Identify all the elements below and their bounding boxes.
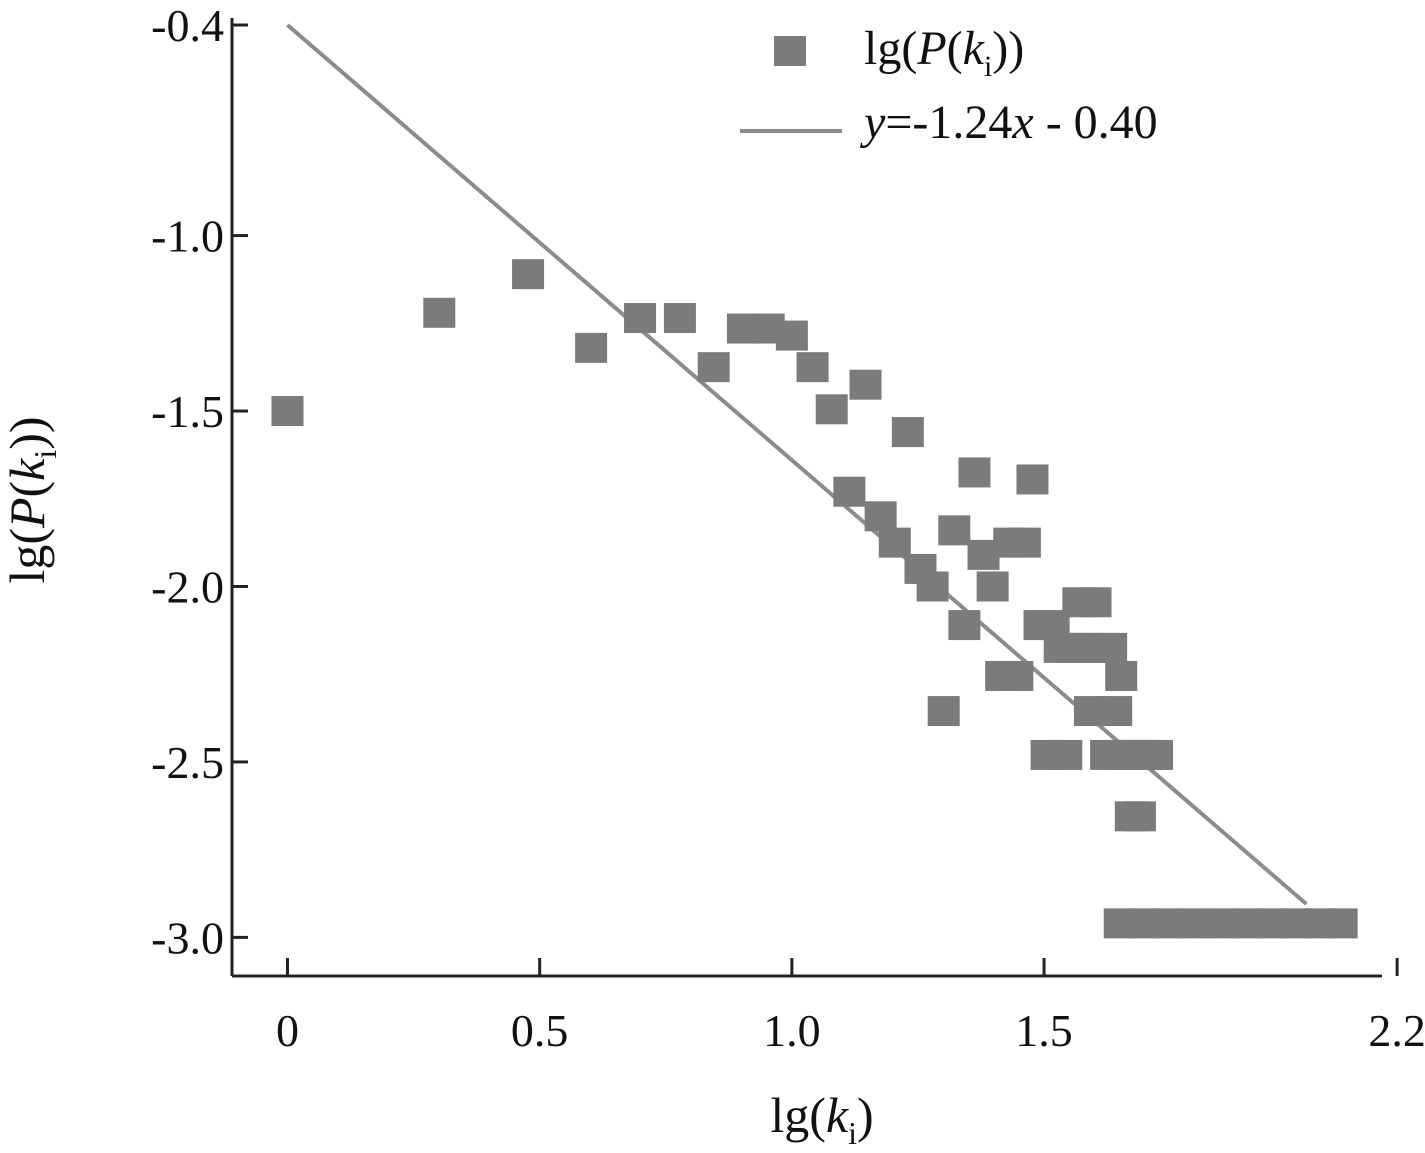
data-point	[624, 303, 657, 334]
data-marks	[271, 23, 1358, 939]
data-point	[1050, 739, 1083, 770]
y-tick-label: -1.5	[151, 386, 224, 437]
data-point	[1008, 527, 1041, 558]
data-point	[1105, 660, 1138, 691]
x-tick-label: 0	[276, 1005, 299, 1056]
y-tick-label: -3.0	[151, 912, 224, 963]
y-tick-label: -0.4	[151, 0, 224, 51]
axes	[230, 18, 1382, 978]
data-point	[948, 610, 981, 641]
data-point	[1001, 660, 1034, 691]
data-point	[423, 297, 456, 328]
legend-label-line: y=-1.24x - 0.40	[859, 96, 1158, 149]
data-point	[1141, 739, 1174, 770]
data-point	[1079, 587, 1112, 618]
data-point	[1325, 908, 1358, 939]
data-point	[1100, 696, 1133, 727]
legend: lg(P(ki)) y=-1.24x - 0.40	[740, 22, 1158, 149]
data-point	[849, 369, 882, 400]
data-point	[575, 332, 608, 363]
data-point	[663, 303, 696, 334]
data-point	[1095, 632, 1128, 663]
x-tick-label: 1.5	[1015, 1005, 1073, 1056]
x-axis-title: lg(ki)	[770, 1087, 873, 1151]
data-point	[1123, 801, 1156, 832]
data-point	[775, 320, 808, 351]
data-point	[916, 571, 949, 602]
x-tick-label: 1.0	[763, 1005, 821, 1056]
data-point	[271, 396, 304, 427]
data-point	[976, 571, 1009, 602]
data-point	[697, 352, 730, 383]
ticks: -0.4 -1.0 -1.5 -2.0 -2.5 -3.0 0 0.5 1.0 1.5 2.2	[151, 0, 1425, 1056]
y-tick-label: -2.5	[151, 737, 224, 788]
y-tick-label: -2.0	[151, 561, 224, 612]
data-point	[958, 457, 991, 488]
data-point	[864, 501, 897, 532]
x-tick-label: 0.5	[511, 1005, 569, 1056]
data-point	[1016, 464, 1049, 495]
y-tick-label: -1.0	[151, 211, 224, 262]
data-point	[927, 696, 960, 727]
fit-line	[286, 23, 1308, 906]
x-tick-label: 2.2	[1368, 1005, 1425, 1056]
data-point	[833, 476, 866, 507]
data-point	[512, 259, 545, 290]
legend-marker-scatter	[774, 36, 806, 66]
data-point	[891, 417, 924, 448]
data-point	[815, 394, 848, 425]
data-point	[878, 527, 911, 558]
legend-label-scatter: lg(P(ki))	[864, 22, 1024, 83]
y-axis-title: lg(P(ki))	[0, 416, 63, 583]
data-point	[796, 352, 829, 383]
data-point	[938, 515, 971, 546]
